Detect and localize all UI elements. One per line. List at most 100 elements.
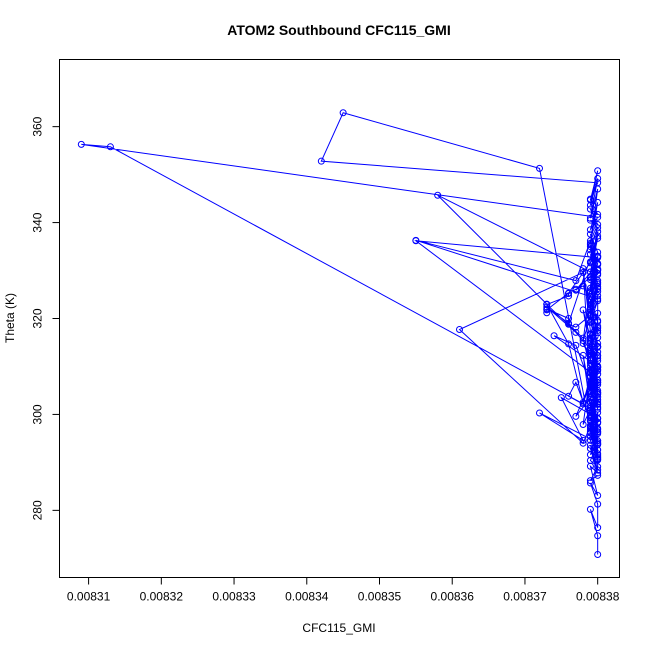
data-point: [594, 500, 602, 508]
data-point: [586, 422, 594, 430]
data-point: [565, 320, 573, 328]
data-point: [456, 326, 463, 334]
data-point: [594, 450, 602, 458]
data-point: [586, 318, 594, 326]
data-point: [586, 429, 594, 437]
data-point: [572, 323, 580, 331]
data-point: [594, 297, 602, 305]
data-point: [594, 334, 602, 342]
data-point: [594, 174, 602, 182]
data-point: [594, 295, 602, 303]
data-point: [572, 277, 580, 285]
data-point: [586, 417, 594, 425]
data-point: [594, 400, 602, 408]
y-tick-label: 360: [31, 116, 45, 136]
data-point: [594, 254, 602, 262]
data-point: [594, 224, 602, 232]
data-point: [579, 265, 587, 273]
series-layer: [77, 109, 602, 558]
x-tick-label: 0.00836: [431, 590, 475, 604]
data-point: [586, 287, 594, 295]
data-point: [586, 413, 594, 421]
data-point: [586, 441, 594, 449]
data-point: [594, 446, 602, 454]
data-point: [572, 328, 580, 336]
data-point: [594, 430, 602, 438]
data-point: [594, 309, 602, 317]
data-point: [594, 393, 602, 401]
data-point: [586, 196, 594, 204]
data-point: [572, 412, 580, 420]
data-point: [594, 396, 602, 404]
data-point: [586, 276, 594, 284]
data-point: [594, 363, 602, 371]
data-point: [339, 109, 347, 117]
data-point: [586, 205, 594, 213]
data-point: [594, 283, 602, 291]
data-point: [586, 396, 594, 404]
data-point: [536, 409, 543, 417]
data-point: [543, 301, 551, 309]
data-point: [586, 216, 594, 224]
x-tick-label: 0.00837: [503, 590, 547, 604]
data-point: [586, 357, 594, 365]
data-point: [594, 388, 602, 396]
data-point: [594, 398, 602, 406]
data-point: [594, 441, 602, 449]
data-point: [579, 306, 587, 314]
data-point: [412, 237, 420, 245]
data-point: [586, 411, 594, 419]
data-point: [586, 226, 594, 234]
data-point: [594, 352, 602, 360]
data-point: [565, 292, 573, 300]
data-point: [594, 437, 602, 445]
data-point: [586, 505, 594, 513]
data-point: [594, 232, 602, 240]
data-point: [586, 406, 594, 414]
data-point: [572, 285, 580, 293]
data-point: [594, 322, 602, 330]
data-point: [565, 290, 573, 298]
data-point: [565, 340, 573, 348]
data-point: [579, 436, 587, 444]
data-point: [594, 185, 602, 193]
data-point: [586, 230, 594, 238]
data-point: [536, 164, 543, 172]
data-point: [594, 342, 602, 350]
y-tick-label: 280: [31, 500, 45, 520]
data-point: [586, 239, 594, 247]
data-point: [594, 532, 602, 540]
data-point: [594, 426, 602, 434]
data-point: [586, 479, 594, 487]
data-point: [594, 234, 602, 242]
x-tick-label: 0.00835: [358, 590, 402, 604]
data-point: [594, 220, 602, 228]
data-point: [594, 379, 602, 387]
data-point: [586, 359, 594, 367]
data-point: [594, 403, 602, 411]
data-point: [594, 491, 602, 499]
data-point: [586, 432, 594, 440]
data-point: [586, 250, 594, 258]
y-tick-label: 300: [31, 404, 45, 424]
data-point: [586, 201, 594, 209]
data-point: [586, 284, 594, 292]
data-point: [543, 305, 551, 313]
data-point: [594, 291, 602, 299]
data-point: [586, 334, 594, 342]
data-point: [586, 409, 594, 417]
x-tick-label: 0.00832: [140, 590, 184, 604]
data-point: [543, 309, 551, 317]
data-point: [594, 415, 602, 423]
data-point: [586, 425, 594, 433]
data-point: [586, 311, 594, 319]
data-point: [579, 339, 587, 347]
y-axis-label: Theta (K): [3, 293, 17, 343]
data-point: [579, 439, 587, 447]
data-point: [594, 463, 602, 471]
data-point: [579, 337, 587, 345]
data-point: [572, 378, 580, 386]
data-point: [594, 365, 602, 373]
data-point: [434, 191, 442, 199]
